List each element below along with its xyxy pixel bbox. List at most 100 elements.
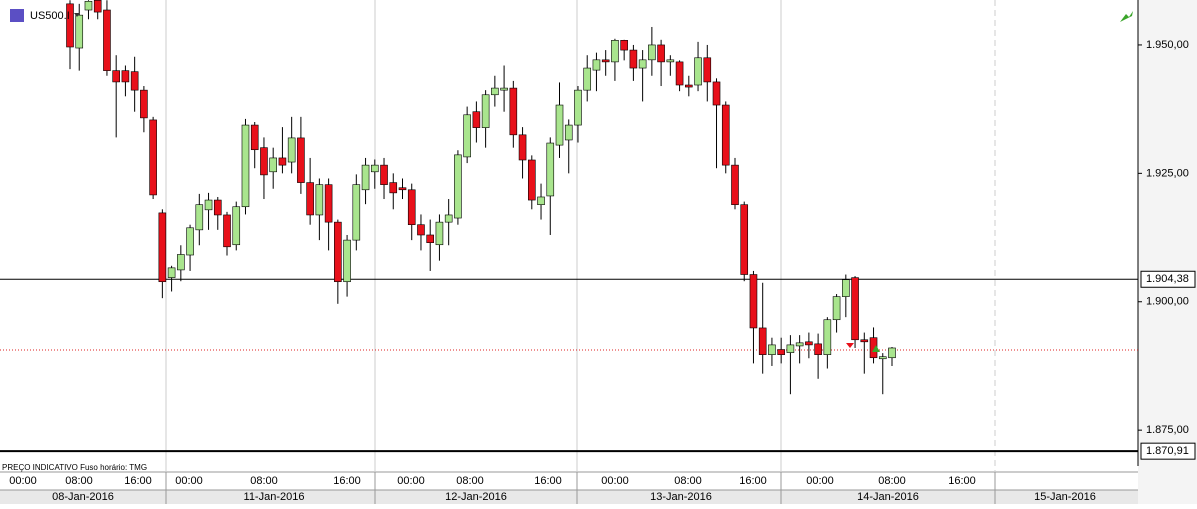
candle-body [213, 199, 222, 216]
candle-body [805, 341, 813, 346]
candle-body [84, 0, 93, 11]
candle-body [777, 349, 785, 355]
candle-body [583, 67, 592, 91]
date-label: 15-Jan-2016 [1034, 491, 1096, 503]
candle-body [241, 124, 250, 208]
candle-body [361, 164, 370, 191]
candle-body [315, 184, 324, 216]
candle-body [518, 134, 527, 161]
time-label: 16:00 [739, 475, 767, 487]
candle-body [334, 221, 342, 283]
candle-body [103, 9, 111, 71]
candle-body [851, 277, 859, 341]
chart-title: US500.I [30, 10, 70, 22]
price-label-box [1140, 442, 1196, 460]
candle-body [527, 159, 536, 201]
candle-body [130, 71, 139, 91]
candle-body [731, 164, 739, 205]
candle-body [93, 0, 102, 13]
candle-body [537, 196, 545, 205]
time-label: 00:00 [601, 475, 629, 487]
candle-body [177, 254, 185, 271]
candle-body [694, 57, 702, 86]
candle-body [380, 164, 388, 185]
candle-body [888, 347, 896, 359]
candle-body [444, 214, 453, 223]
candle-body [629, 49, 638, 69]
buy-marker [872, 345, 880, 352]
time-label: 16:00 [333, 475, 361, 487]
candle-body [250, 124, 259, 151]
candle-body [491, 87, 499, 96]
candle-body [721, 104, 730, 166]
candle-body [814, 343, 822, 355]
time-label: 08:00 [456, 475, 484, 487]
dropdown-arrow[interactable] [74, 13, 80, 17]
time-label: 00:00 [9, 475, 37, 487]
candle-body [463, 114, 471, 158]
time-label: 00:00 [397, 475, 425, 487]
time-label: 08:00 [674, 475, 702, 487]
price-axis-bg [1138, 0, 1197, 504]
candle-body [75, 14, 84, 49]
time-label: 08:00 [878, 475, 906, 487]
candle-body [306, 182, 314, 216]
candle-body [675, 61, 684, 86]
time-label: 00:00 [175, 475, 203, 487]
candle-body [666, 59, 675, 63]
time-label: 08:00 [250, 475, 278, 487]
candle-body [842, 279, 850, 297]
candle-body [832, 296, 841, 321]
candle-body [500, 87, 508, 91]
price-label: 1.904,38 [1146, 273, 1189, 285]
time-label: 00:00 [806, 475, 834, 487]
candle-body [407, 189, 416, 226]
candle-body [454, 154, 462, 219]
candle-body [370, 164, 379, 173]
candle-body [158, 212, 167, 283]
candle-body [260, 147, 268, 176]
time-label: 16:00 [948, 475, 976, 487]
time-label: 16:00 [124, 475, 152, 487]
candle-body [343, 239, 351, 283]
candle-body [232, 206, 241, 246]
candle-body [758, 327, 767, 355]
candle-body [186, 227, 194, 256]
candle-body [685, 84, 693, 88]
candle-body [389, 182, 398, 194]
candle-body [140, 89, 148, 119]
sell-marker [846, 343, 854, 348]
price-label: 1.870,91 [1146, 445, 1189, 457]
time-row [0, 472, 1138, 490]
date-label: 13-Jan-2016 [650, 491, 712, 503]
candle-body [638, 59, 647, 69]
candle-body [657, 44, 665, 63]
candle-body [712, 81, 721, 106]
candle-body [435, 221, 444, 246]
candle-body [620, 40, 628, 51]
candle-body [592, 59, 601, 71]
candle-body [795, 342, 804, 347]
candle-body [472, 111, 481, 128]
trend-icon [1120, 11, 1133, 22]
date-label: 11-Jan-2016 [244, 491, 305, 503]
candle-body [509, 87, 518, 136]
footer-note: PREÇO INDICATIVO Fuso horário: TMG [2, 463, 147, 472]
candle-body [823, 319, 832, 355]
candle-body [426, 234, 435, 243]
date-row [0, 490, 1138, 504]
candle-body [287, 137, 296, 163]
candle-body [749, 274, 758, 329]
y-tick-label: 1.875,00 [1146, 424, 1189, 436]
candle-body [546, 142, 555, 197]
candle-body [601, 59, 610, 63]
date-label: 08-Jan-2016 [52, 491, 114, 503]
candle-body [324, 184, 333, 223]
candle-body [149, 119, 157, 196]
candle-body [167, 267, 176, 278]
candles [66, 0, 896, 395]
candle-body [352, 184, 361, 241]
candle-body [768, 344, 776, 355]
candle-body [481, 94, 490, 128]
candle-body [269, 157, 277, 173]
